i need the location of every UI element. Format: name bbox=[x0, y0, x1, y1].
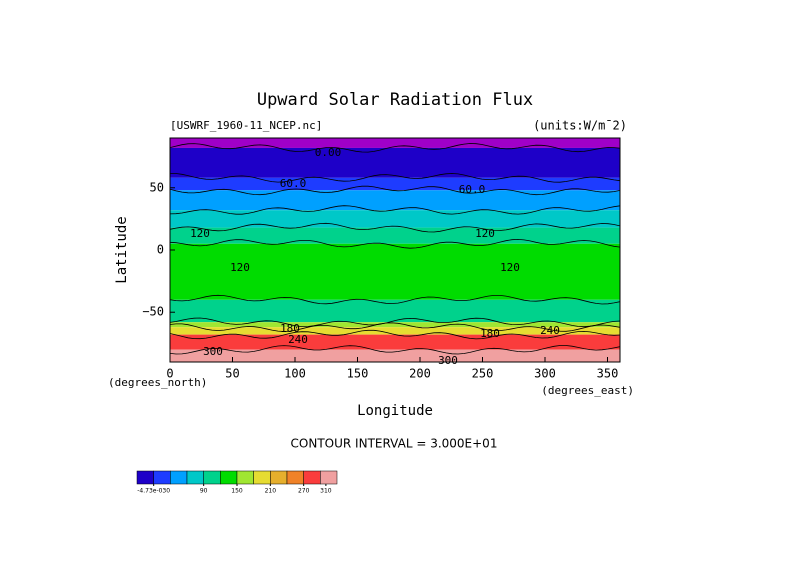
y-tick-label: −50 bbox=[142, 305, 164, 319]
contour-line bbox=[169, 317, 621, 328]
y-axis-label: Latitude bbox=[114, 216, 130, 283]
subtitle-right: (units:W/m¯2) bbox=[533, 119, 627, 133]
contour-label: 120 bbox=[190, 227, 210, 240]
subtitle-left: [USWRF_1960-11_NCEP.nc] bbox=[170, 119, 322, 132]
contour-label: 120 bbox=[230, 261, 250, 274]
x-axis-unit: (degrees_east) bbox=[541, 384, 634, 397]
contour-line bbox=[169, 143, 621, 153]
contour-band bbox=[170, 147, 620, 178]
contour-band bbox=[170, 190, 620, 211]
y-tick-label: 50 bbox=[150, 180, 164, 194]
colorbar-swatch bbox=[186, 470, 204, 485]
contour-label: 240 bbox=[540, 324, 560, 337]
contour-band bbox=[170, 299, 620, 323]
contour-line bbox=[170, 173, 621, 183]
contour-label: 0.00 bbox=[315, 146, 342, 159]
contour-line bbox=[169, 345, 621, 355]
contour-label: 240 bbox=[288, 333, 308, 346]
x-tick-label: 350 bbox=[597, 367, 619, 381]
x-tick-label: 50 bbox=[225, 367, 239, 381]
x-tick-label: 150 bbox=[347, 367, 369, 381]
colorbar-swatch bbox=[203, 470, 221, 485]
colorbar-swatch bbox=[270, 470, 288, 485]
colorbar-swatch bbox=[153, 470, 171, 485]
colorbar-label: 90 bbox=[200, 488, 208, 495]
colorbar-label: 150 bbox=[231, 488, 243, 495]
contour-line bbox=[169, 294, 621, 305]
contour-label: 120 bbox=[475, 227, 495, 240]
contour-line bbox=[169, 238, 621, 249]
contour-label: 180 bbox=[280, 322, 300, 335]
contour-band bbox=[170, 322, 620, 328]
contour-band bbox=[170, 177, 620, 191]
x-tick-label: 200 bbox=[409, 367, 431, 381]
colorbar-swatch bbox=[170, 470, 188, 485]
y-axis-unit: (degrees_north) bbox=[108, 376, 207, 389]
contour-line bbox=[169, 329, 621, 340]
contour-label: 60.0 bbox=[459, 183, 486, 196]
colorbar-swatch bbox=[320, 470, 338, 485]
x-tick-label: 250 bbox=[472, 367, 494, 381]
contour-label: 60.0 bbox=[280, 177, 307, 190]
contour-band bbox=[170, 138, 620, 148]
colorbar-swatch bbox=[286, 470, 304, 485]
x-axis-label: Longitude bbox=[357, 403, 433, 419]
footer-note: CONTOUR INTERVAL = 3.000E+01 bbox=[291, 437, 498, 451]
contour-band bbox=[170, 227, 620, 244]
y-tick-label: 0 bbox=[157, 243, 164, 257]
contour-label: 300 bbox=[203, 345, 223, 358]
colorbar-label: 270 bbox=[298, 488, 310, 495]
x-tick-label: 0 bbox=[166, 367, 173, 381]
colorbar-swatch bbox=[236, 470, 254, 485]
colorbar-label: -4.73e-030 bbox=[137, 488, 170, 495]
contour-band bbox=[170, 349, 620, 362]
contour-band bbox=[170, 243, 620, 300]
contour-band bbox=[170, 210, 620, 228]
chart-title: Upward Solar Radiation Flux bbox=[257, 90, 533, 110]
contour-label: 300 bbox=[438, 354, 458, 367]
colorbar-label: 310 bbox=[320, 488, 332, 495]
colorbar-label: 210 bbox=[265, 488, 277, 495]
contour-line bbox=[169, 222, 621, 233]
colorbar-swatch bbox=[253, 470, 271, 485]
contour-line bbox=[169, 205, 621, 215]
contour-line bbox=[169, 322, 621, 332]
colorbar-swatch bbox=[303, 470, 321, 485]
contour-label: 180 bbox=[480, 327, 500, 340]
contour-band bbox=[170, 327, 620, 335]
contour-label: 120 bbox=[500, 261, 520, 274]
colorbar-swatch bbox=[220, 470, 238, 485]
contour-line bbox=[169, 185, 621, 196]
x-tick-label: 100 bbox=[284, 367, 306, 381]
colorbar-swatch bbox=[136, 470, 154, 485]
x-tick-label: 300 bbox=[534, 367, 556, 381]
